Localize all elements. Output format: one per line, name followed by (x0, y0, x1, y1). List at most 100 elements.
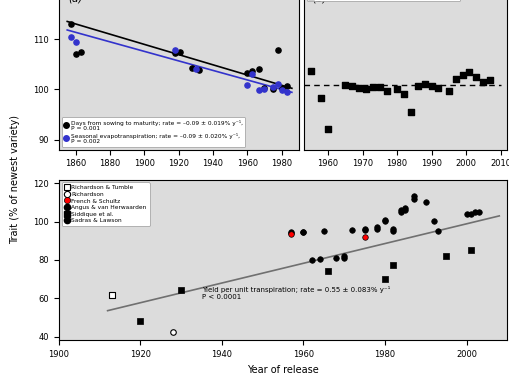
Point (444, 88, 452, 94)
Point (107, 292, 116, 298)
Point (323, 126, 331, 132)
Point (168, 329, 177, 335)
Point (470, 209, 478, 215)
X-axis label: Year of release: Year of release (247, 365, 318, 374)
Point (317, 95, 325, 101)
Point (306, 68, 314, 74)
Point (273, 81, 281, 87)
Point (401, 207, 409, 213)
Point (360, 227, 368, 233)
Legend: Seasonal evapotranspiration; rate = 0, P = 0.25: Seasonal evapotranspiration; rate = 0, P… (306, 0, 459, 1)
Point (429, 218, 437, 224)
Point (420, 82, 428, 88)
Point (282, 89, 290, 95)
Point (188, 65, 196, 71)
Point (307, 257, 315, 263)
Point (319, 228, 327, 234)
Point (409, 196, 417, 202)
Point (67, 34, 75, 40)
Point (287, 231, 295, 237)
Point (466, 247, 474, 253)
Point (299, 229, 307, 234)
Point (465, 69, 473, 75)
Point (380, 218, 388, 224)
Point (277, 85, 285, 91)
Point (72, 51, 80, 57)
Point (268, 86, 276, 92)
Point (67, 21, 75, 27)
Point (248, 68, 256, 74)
Point (195, 67, 203, 73)
Point (388, 263, 397, 269)
Point (462, 211, 470, 217)
Point (254, 66, 263, 72)
Point (434, 85, 442, 91)
Point (382, 88, 390, 94)
Point (372, 224, 380, 230)
Point (243, 70, 251, 76)
Point (433, 228, 441, 234)
Point (474, 209, 482, 215)
Point (354, 85, 362, 91)
Point (248, 71, 256, 77)
Text: Trait (% of newest variety): Trait (% of newest variety) (10, 115, 20, 244)
Point (388, 228, 397, 234)
Point (348, 83, 356, 89)
Point (397, 207, 405, 213)
Legend: Days from sowing to maturity; rate = –0.09 ± 0.019% y⁻¹,
P = 0.001, Seasonal eva: Days from sowing to maturity; rate = –0.… (62, 117, 245, 147)
Point (77, 49, 85, 55)
Point (388, 226, 397, 232)
Point (466, 211, 474, 217)
Point (375, 84, 383, 90)
Text: (b): (b) (312, 0, 326, 4)
Point (177, 287, 185, 293)
Point (341, 82, 349, 88)
Point (348, 227, 356, 233)
Point (315, 256, 323, 262)
Point (171, 47, 179, 53)
Point (451, 76, 459, 82)
Point (323, 268, 331, 274)
Point (340, 253, 348, 259)
Text: (a): (a) (68, 0, 82, 4)
Point (72, 39, 80, 45)
Point (176, 49, 184, 55)
Point (409, 193, 417, 199)
Point (243, 82, 251, 88)
Point (406, 108, 414, 114)
Point (254, 87, 263, 93)
Point (340, 255, 348, 261)
Point (360, 234, 368, 240)
Point (471, 74, 479, 80)
Point (360, 226, 368, 232)
Point (380, 217, 388, 223)
Point (421, 199, 429, 205)
Text: (c): (c) (68, 184, 81, 194)
Point (427, 83, 435, 89)
Point (260, 86, 268, 92)
Point (191, 66, 200, 72)
Point (331, 255, 340, 261)
Point (361, 86, 370, 92)
Point (273, 47, 281, 53)
Point (136, 318, 144, 324)
Point (413, 83, 421, 89)
Point (458, 71, 466, 77)
Point (171, 50, 179, 56)
Point (287, 229, 295, 235)
Point (260, 85, 268, 91)
Point (368, 84, 376, 90)
Point (397, 209, 405, 215)
Point (268, 84, 276, 90)
Point (485, 77, 493, 83)
Point (287, 230, 295, 236)
Point (299, 229, 307, 235)
Point (282, 83, 290, 89)
Point (441, 253, 449, 259)
Point (372, 226, 380, 232)
Point (277, 87, 285, 93)
Point (392, 86, 400, 92)
Point (478, 79, 487, 85)
Text: Yield per unit transpiration; rate = 0.55 ± 0.083% y⁻¹
P < 0.0001: Yield per unit transpiration; rate = 0.5… (202, 286, 390, 300)
Point (401, 205, 409, 211)
